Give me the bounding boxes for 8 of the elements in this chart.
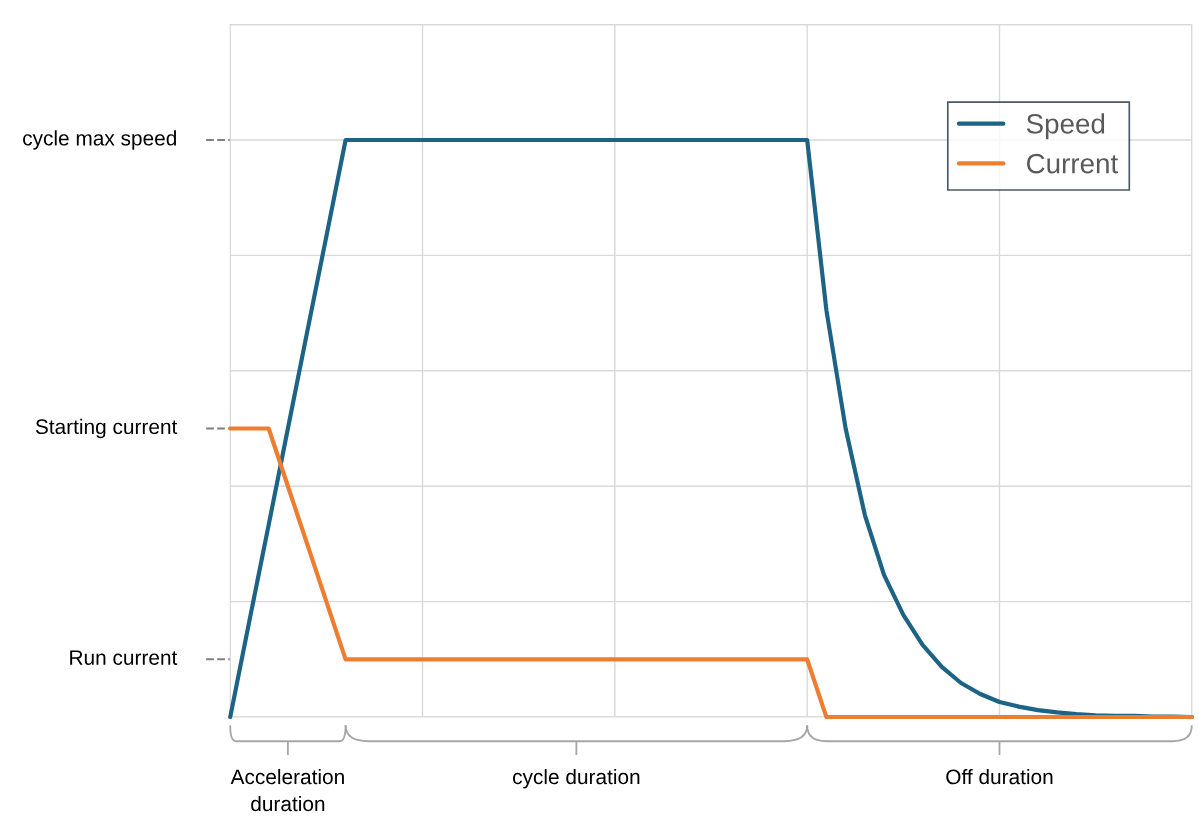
legend-label: Current — [1026, 153, 1118, 174]
ref-line-label: cycle max speed — [23, 130, 176, 150]
ref-line-label: Starting current — [35, 418, 178, 439]
text: Acceleration duration — [230, 768, 344, 812]
text: Off duration — [946, 768, 1053, 785]
ref-line-label: Run current — [70, 650, 178, 665]
legend-label: Speed — [1026, 113, 1105, 140]
text: cycle duration — [513, 768, 640, 789]
